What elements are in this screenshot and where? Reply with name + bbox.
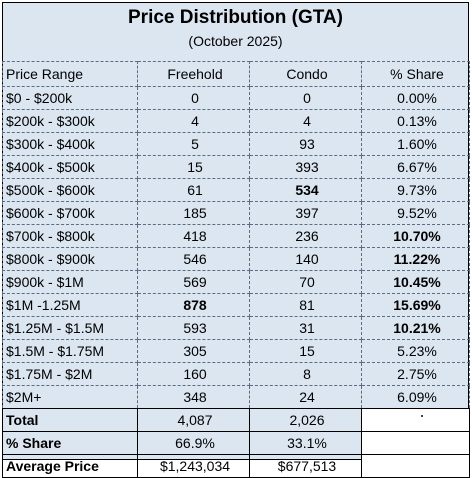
share-cell: 15.69% [361, 293, 470, 317]
empty-cell [361, 431, 470, 455]
average-price-condo: $677,513 [249, 454, 362, 478]
table-row: $700k - $800k 418 236 10.70% [2, 224, 470, 248]
share-cell: 0.00% [361, 86, 470, 110]
stray-dot [421, 415, 423, 417]
condo-cell: 81 [249, 293, 362, 317]
condo-cell: 93 [249, 132, 362, 156]
condo-cell: 4 [249, 109, 362, 133]
table-row: $0 - $200k 0 0 0.00% [2, 86, 470, 110]
table-row: $200k - $300k 4 4 0.13% [2, 109, 470, 133]
share-cell: 11.22% [361, 247, 470, 271]
price-range-cell: $900k - $1M [2, 270, 138, 294]
share-cell: 10.45% [361, 270, 470, 294]
header-row: Price Range Freehold Condo % Share [2, 61, 470, 87]
freehold-cell: 5 [137, 132, 250, 156]
header-price-range: Price Range [2, 61, 138, 87]
share-cell: 2.75% [361, 362, 470, 386]
table-row: $900k - $1M 569 70 10.45% [2, 270, 470, 294]
freehold-cell: 61 [137, 178, 250, 202]
share-cell: 6.67% [361, 155, 470, 179]
table-row: $1M -1.25M 878 81 15.69% [2, 293, 470, 317]
freehold-cell: 185 [137, 201, 250, 225]
price-range-cell: $200k - $300k [2, 109, 138, 133]
share-label: % Share [2, 431, 138, 455]
freehold-cell: 418 [137, 224, 250, 248]
share-freehold: 66.9% [137, 431, 250, 455]
freehold-cell: 160 [137, 362, 250, 386]
share-cell: 0.13% [361, 109, 470, 133]
table-row: $600k - $700k 185 397 9.52% [2, 201, 470, 225]
table-row: $2M+ 348 24 6.09% [2, 385, 470, 409]
condo-cell: 15 [249, 339, 362, 363]
table-row: $1.25M - $1.5M 593 31 10.21% [2, 316, 470, 340]
condo-cell: 236 [249, 224, 362, 248]
table-title: Price Distribution (GTA) [128, 7, 343, 28]
condo-cell: 0 [249, 86, 362, 110]
table-row: $500k - $600k 61 534 9.73% [2, 178, 470, 202]
condo-cell: 8 [249, 362, 362, 386]
share-cell: 6.09% [361, 385, 470, 409]
price-range-cell: $1.5M - $1.75M [2, 339, 138, 363]
share-cell: 9.52% [361, 201, 470, 225]
condo-cell: 70 [249, 270, 362, 294]
condo-cell: 31 [249, 316, 362, 340]
table-row: $400k - $500k 15 393 6.67% [2, 155, 470, 179]
condo-cell: 393 [249, 155, 362, 179]
freehold-cell: 348 [137, 385, 250, 409]
freehold-cell: 305 [137, 339, 250, 363]
empty-cell [361, 408, 470, 432]
table-row: $1.75M - $2M 160 8 2.75% [2, 362, 470, 386]
total-label: Total [2, 408, 138, 432]
share-cell: 5.23% [361, 339, 470, 363]
header-share: % Share [361, 61, 470, 87]
header-condo: Condo [249, 61, 362, 87]
distribution-grid: Price Range Freehold Condo % Share $0 - … [2, 61, 470, 478]
freehold-cell: 15 [137, 155, 250, 179]
freehold-cell: 878 [137, 293, 250, 317]
total-freehold: 4,087 [137, 408, 250, 432]
table-row: $800k - $900k 546 140 11.22% [2, 247, 470, 271]
price-range-cell: $600k - $700k [2, 201, 138, 225]
condo-cell: 397 [249, 201, 362, 225]
share-cell: 10.21% [361, 316, 470, 340]
average-price-freehold: $1,243,034 [137, 454, 250, 478]
price-range-cell: $1M -1.25M [2, 293, 138, 317]
freehold-cell: 0 [137, 86, 250, 110]
share-cell: 10.70% [361, 224, 470, 248]
freehold-cell: 593 [137, 316, 250, 340]
table-row: $1.5M - $1.75M 305 15 5.23% [2, 339, 470, 363]
condo-cell: 140 [249, 247, 362, 271]
price-range-cell: $400k - $500k [2, 155, 138, 179]
share-cell: 9.73% [361, 178, 470, 202]
share-cell: 1.60% [361, 132, 470, 156]
price-range-cell: $700k - $800k [2, 224, 138, 248]
average-price-row: Average Price $1,243,034 $677,513 [2, 454, 470, 478]
total-condo: 2,026 [249, 408, 362, 432]
freehold-cell: 569 [137, 270, 250, 294]
price-range-cell: $1.25M - $1.5M [2, 316, 138, 340]
freehold-cell: 546 [137, 247, 250, 271]
table-row: $300k - $400k 5 93 1.60% [2, 132, 470, 156]
condo-cell: 534 [249, 178, 362, 202]
price-range-cell: $2M+ [2, 385, 138, 409]
price-range-cell: $500k - $600k [2, 178, 138, 202]
share-condo: 33.1% [249, 431, 362, 455]
price-range-cell: $800k - $900k [2, 247, 138, 271]
price-range-cell: $0 - $200k [2, 86, 138, 110]
price-range-cell: $300k - $400k [2, 132, 138, 156]
average-price-label: Average Price [2, 454, 138, 478]
total-row: Total 4,087 2,026 [2, 408, 470, 432]
header-freehold: Freehold [137, 61, 250, 87]
condo-cell: 24 [249, 385, 362, 409]
empty-cell [361, 454, 470, 478]
price-range-cell: $1.75M - $2M [2, 362, 138, 386]
table-subtitle: (October 2025) [188, 33, 283, 49]
freehold-cell: 4 [137, 109, 250, 133]
share-row: % Share 66.9% 33.1% [2, 431, 470, 455]
